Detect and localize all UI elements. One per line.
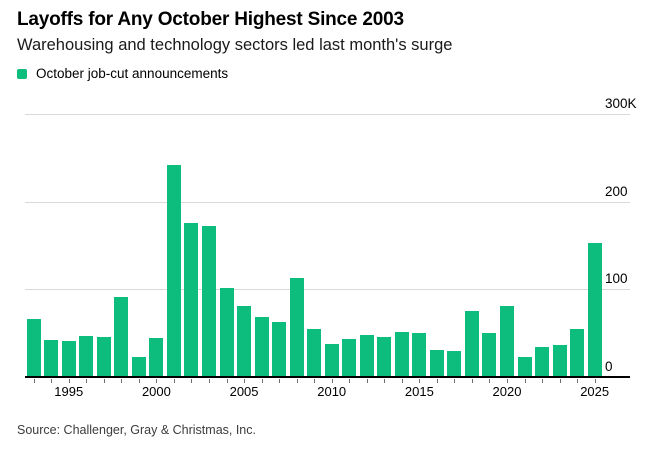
bar-2013 (377, 336, 392, 377)
plot-area (25, 114, 630, 377)
x-axis-tick-2023 (559, 379, 561, 383)
x-axis-tick-2003 (209, 379, 210, 383)
y-axis-label-200: 200 (605, 183, 628, 199)
gridline-100 (25, 289, 630, 291)
bar-2021 (517, 356, 532, 377)
x-axis-tick-2006 (261, 379, 263, 383)
bar-2002 (184, 222, 199, 377)
x-axis-tick-2012 (366, 379, 368, 383)
x-axis-tick-2025 (594, 379, 596, 383)
chart-subtitle: Warehousing and technology sectors led l… (17, 36, 453, 54)
x-axis-tick-2022 (542, 379, 544, 383)
x-axis-label-2005: 2005 (229, 384, 259, 399)
y-axis-label-300K: 300K (605, 96, 637, 111)
bar-2006 (254, 316, 269, 377)
bar-1993 (26, 319, 41, 377)
bar-1998 (114, 297, 129, 377)
x-axis-tick-2002 (191, 379, 193, 383)
x-axis-tick-2011 (349, 379, 351, 383)
bar-2003 (202, 226, 216, 377)
x-axis-tick-2005 (244, 379, 246, 383)
x-axis-line (25, 376, 630, 378)
x-axis-tick-2001 (173, 379, 175, 383)
x-axis-tick-2018 (471, 379, 473, 383)
bar-2007 (272, 321, 287, 377)
bar-2023 (552, 345, 567, 377)
legend: October job-cut announcements (17, 66, 228, 81)
x-axis-tick-1997 (103, 379, 105, 383)
bar-1997 (96, 336, 111, 377)
x-axis-tick-1996 (86, 379, 88, 383)
x-axis-tick-2007 (279, 379, 281, 383)
x-axis-tick-2010 (331, 379, 333, 383)
bar-2011 (342, 339, 357, 377)
x-axis-tick-2008 (296, 379, 298, 383)
x-axis-tick-1998 (121, 379, 123, 383)
x-axis-tick-2004 (226, 379, 228, 383)
x-axis-tick-2019 (489, 379, 491, 383)
x-axis-tick-2009 (314, 379, 316, 383)
bar-2015 (412, 333, 427, 377)
bar-2020 (500, 306, 514, 377)
bar-1994 (44, 340, 59, 377)
gridline-200 (25, 201, 630, 203)
bar-2001 (166, 164, 181, 377)
x-axis-tick-1995 (68, 379, 70, 383)
bar-2010 (324, 343, 339, 377)
x-axis-label-2020: 2020 (492, 384, 522, 399)
bar-2004 (219, 287, 234, 377)
source-text: Source: Challenger, Gray & Christmas, In… (17, 423, 256, 437)
y-axis-label-0: 0 (605, 359, 613, 374)
x-axis-tick-2015 (419, 379, 421, 383)
bar-2022 (535, 347, 550, 377)
bar-2005 (237, 306, 252, 377)
y-axis-label-100: 100 (605, 271, 628, 287)
x-axis-tick-2016 (436, 379, 438, 383)
x-axis-tick-2024 (577, 379, 579, 383)
bar-1995 (61, 341, 76, 377)
x-axis-tick-2000 (156, 379, 158, 383)
bar-2012 (359, 334, 374, 377)
bar-2017 (447, 350, 462, 377)
x-axis-label-2000: 2000 (141, 384, 171, 399)
x-axis-tick-2021 (524, 379, 526, 383)
bar-1996 (79, 335, 94, 377)
bar-2019 (482, 333, 497, 377)
x-axis-tick-2017 (454, 379, 456, 383)
x-axis-tick-2020 (507, 379, 508, 383)
x-axis-tick-1999 (138, 379, 140, 383)
x-axis-label-2010: 2010 (317, 384, 347, 399)
bar-2000 (149, 338, 164, 377)
bar-2016 (429, 349, 444, 377)
x-axis-tick-2013 (384, 379, 386, 383)
x-axis-label-2015: 2015 (404, 384, 434, 399)
gridline-300K (25, 114, 630, 115)
bar-2025 (587, 242, 602, 377)
x-axis-label-1995: 1995 (54, 384, 84, 399)
bar-2024 (570, 328, 585, 377)
bar-2008 (289, 277, 304, 377)
x-axis-tick-2014 (401, 379, 403, 383)
legend-swatch-icon (17, 68, 27, 79)
x-axis-tick-1993 (33, 379, 35, 383)
x-axis-label-2025: 2025 (580, 384, 610, 399)
bar-2018 (464, 311, 479, 377)
chart-title: Layoffs for Any October Highest Since 20… (17, 9, 404, 30)
bar-1999 (131, 356, 146, 377)
bar-2009 (307, 328, 322, 377)
x-axis-tick-1994 (51, 379, 53, 383)
legend-label: October job-cut announcements (36, 66, 229, 81)
bar-2014 (394, 332, 409, 377)
